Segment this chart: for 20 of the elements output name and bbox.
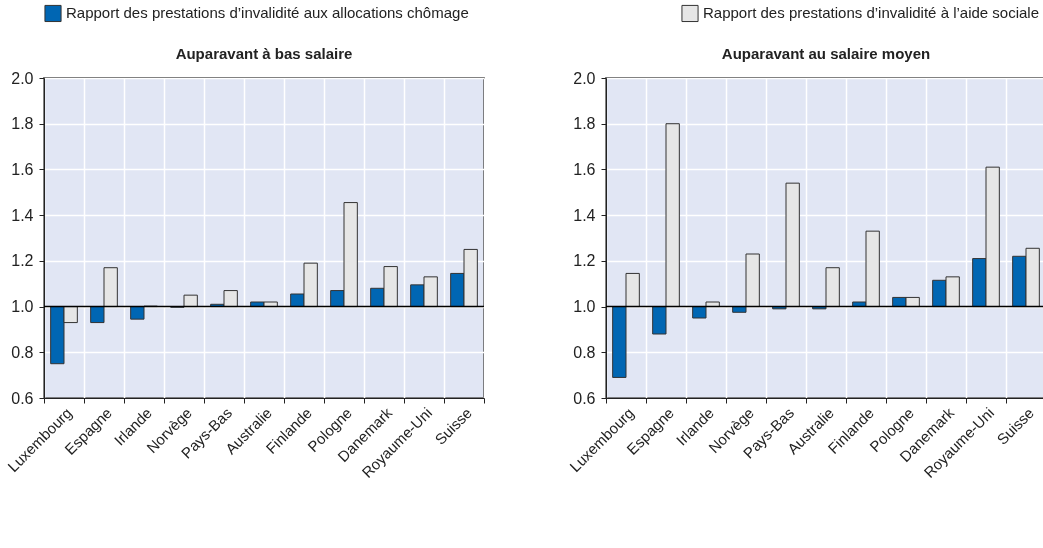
y-tick-label: 1.6 xyxy=(573,160,596,178)
y-tick-label: 1.8 xyxy=(573,115,596,133)
y-tick-label: 0.6 xyxy=(573,389,596,407)
y-tick-label: 0.8 xyxy=(573,343,596,361)
y-tick-label: 1.6 xyxy=(11,160,34,178)
chart-title: Auparavant au salaire moyen xyxy=(721,45,931,62)
y-tick-label: 1.0 xyxy=(11,298,34,316)
y-tick-label: 1.8 xyxy=(11,115,34,133)
y-tick-label: 0.8 xyxy=(11,343,34,361)
y-tick-label: 2.0 xyxy=(573,69,596,87)
chart-title: Auparavant à bas salaire xyxy=(175,45,353,62)
legend-label: Rapport des prestations d’invalidité à l’aide sociale xyxy=(703,4,1040,22)
y-tick-label: 1.2 xyxy=(573,252,596,270)
y-tick-label: 1.2 xyxy=(11,252,34,270)
y-tick-label: 1.4 xyxy=(11,206,34,224)
legend-label: Rapport des prestations d’invalidité aux allocations chômage xyxy=(66,4,469,22)
y-tick-label: 1.0 xyxy=(573,298,596,316)
y-tick-label: 2.0 xyxy=(11,69,34,87)
y-tick-label: 1.4 xyxy=(573,206,596,224)
y-tick-label: 0.6 xyxy=(11,389,34,407)
